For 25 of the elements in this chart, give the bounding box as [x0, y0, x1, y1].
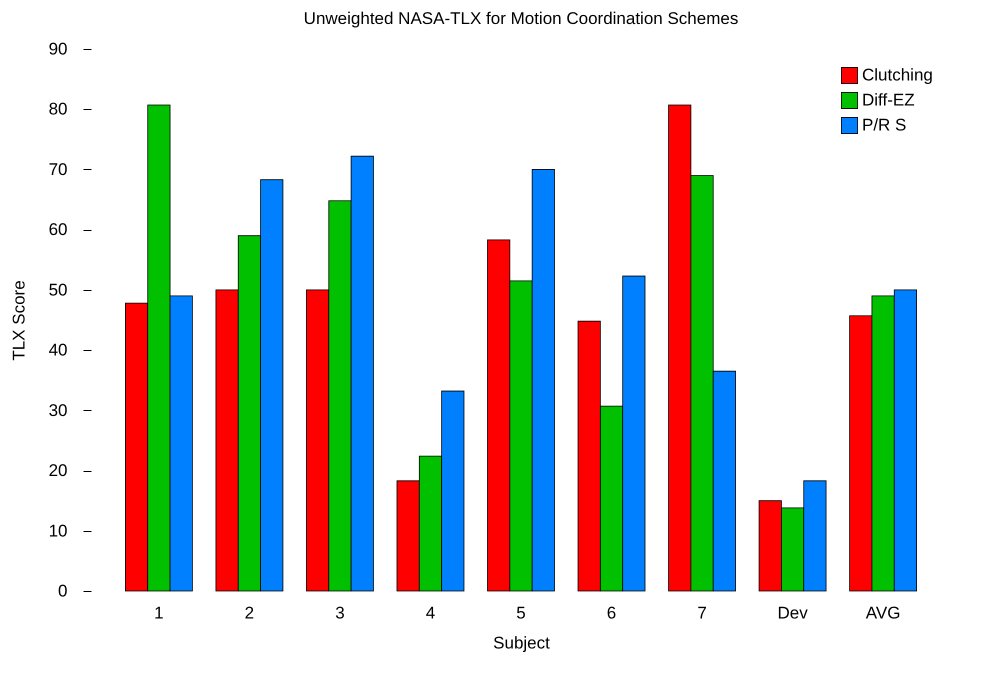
x-tick-label: 4: [426, 604, 436, 622]
x-tick-label: Dev: [777, 604, 808, 622]
x-tick-label: 1: [154, 604, 164, 622]
legend-label: Diff-EZ: [862, 90, 915, 110]
y-tick-label: 70: [48, 160, 68, 179]
x-tick-label: 3: [335, 604, 345, 622]
y-tick-label: 60: [48, 220, 68, 240]
x-tick-label: 5: [516, 604, 526, 622]
y-tick-label: 90: [48, 40, 68, 58]
x-tick-label: AVG: [866, 604, 900, 622]
x-tick-label: 6: [606, 604, 616, 622]
y-tick-label: 10: [48, 521, 68, 540]
x-tick-label: 7: [697, 604, 707, 622]
legend-label: P/R S: [862, 116, 906, 134]
y-axis-title: TLX Score: [10, 280, 29, 361]
x-axis-title: Subject: [493, 634, 550, 652]
y-tick-label: 50: [48, 280, 68, 300]
y-tick-label: 40: [48, 340, 68, 360]
y-tick-label: 30: [48, 400, 68, 420]
y-tick-label: 80: [48, 100, 68, 119]
y-tick-label: 0: [58, 582, 68, 600]
x-tick-label: 2: [244, 604, 254, 622]
chart-title: Unweighted NASA-TLX for Motion Coordination Schemes: [304, 9, 738, 28]
y-tick-label: 20: [48, 461, 68, 480]
legend-label: Clutching: [862, 66, 933, 84]
